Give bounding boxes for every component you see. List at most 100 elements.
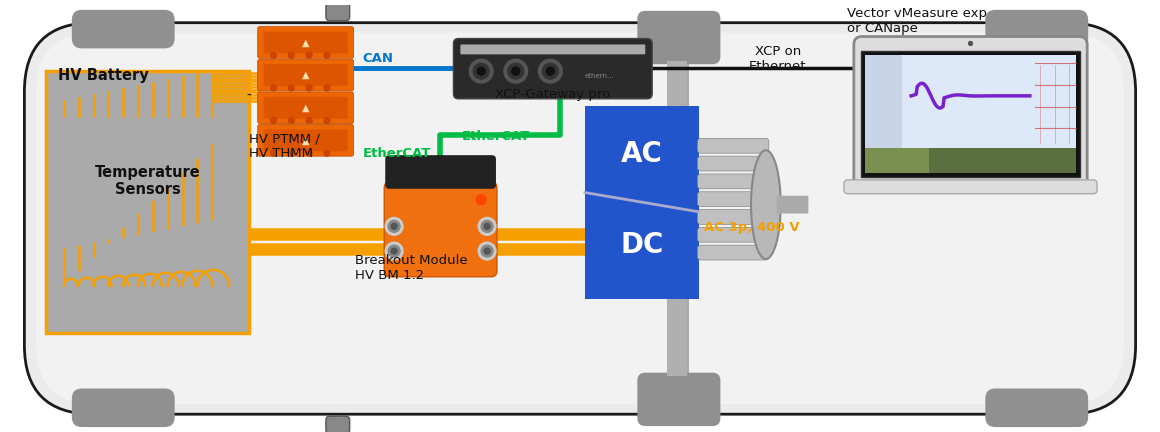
Text: ▲: ▲ — [302, 38, 310, 48]
Text: -: - — [246, 89, 251, 103]
Circle shape — [270, 85, 276, 91]
FancyBboxPatch shape — [864, 55, 902, 173]
Text: AC 3p, 400 V: AC 3p, 400 V — [704, 221, 799, 234]
Circle shape — [306, 52, 312, 58]
Circle shape — [270, 150, 276, 156]
FancyBboxPatch shape — [697, 138, 769, 153]
FancyBboxPatch shape — [263, 64, 348, 86]
Circle shape — [391, 248, 397, 254]
Circle shape — [477, 195, 486, 205]
FancyBboxPatch shape — [72, 10, 175, 48]
Circle shape — [270, 52, 276, 58]
Text: HV Battery: HV Battery — [58, 68, 148, 83]
Circle shape — [477, 67, 485, 75]
Text: DC: DC — [621, 231, 664, 258]
Circle shape — [289, 150, 295, 156]
Text: CAN: CAN — [362, 52, 393, 65]
Circle shape — [289, 118, 295, 124]
Ellipse shape — [751, 150, 781, 259]
FancyBboxPatch shape — [326, 416, 349, 432]
FancyBboxPatch shape — [263, 130, 348, 151]
Text: ▲: ▲ — [302, 70, 310, 80]
FancyBboxPatch shape — [854, 37, 1087, 186]
Text: EtherCAT: EtherCAT — [462, 130, 530, 143]
Circle shape — [546, 67, 554, 75]
Circle shape — [389, 245, 400, 257]
FancyBboxPatch shape — [667, 61, 687, 376]
Circle shape — [385, 217, 403, 235]
FancyBboxPatch shape — [985, 388, 1088, 427]
Circle shape — [538, 59, 563, 83]
FancyBboxPatch shape — [697, 245, 769, 260]
Circle shape — [389, 220, 400, 232]
FancyBboxPatch shape — [670, 32, 689, 404]
FancyBboxPatch shape — [864, 148, 1076, 173]
Circle shape — [324, 118, 329, 124]
FancyBboxPatch shape — [384, 182, 496, 277]
FancyBboxPatch shape — [864, 148, 929, 173]
Circle shape — [306, 118, 312, 124]
FancyBboxPatch shape — [861, 51, 1080, 177]
FancyBboxPatch shape — [46, 71, 248, 333]
Circle shape — [306, 150, 312, 156]
FancyBboxPatch shape — [777, 196, 809, 213]
Circle shape — [289, 52, 295, 58]
FancyBboxPatch shape — [385, 155, 496, 189]
Text: XCP-Gateway pro: XCP-Gateway pro — [495, 88, 610, 101]
Circle shape — [473, 63, 490, 79]
FancyBboxPatch shape — [697, 156, 769, 171]
Circle shape — [543, 63, 558, 79]
FancyBboxPatch shape — [864, 55, 1076, 173]
Circle shape — [324, 150, 329, 156]
FancyBboxPatch shape — [697, 174, 769, 189]
FancyBboxPatch shape — [697, 210, 769, 224]
Text: AC: AC — [621, 140, 662, 168]
Text: EtherCAT: EtherCAT — [362, 147, 430, 160]
Circle shape — [512, 67, 520, 75]
Circle shape — [270, 118, 276, 124]
Circle shape — [306, 85, 312, 91]
Circle shape — [481, 245, 493, 257]
Text: ▲: ▲ — [302, 135, 310, 145]
FancyBboxPatch shape — [844, 180, 1097, 194]
Circle shape — [484, 223, 490, 229]
Circle shape — [470, 59, 493, 83]
FancyBboxPatch shape — [461, 44, 645, 54]
Circle shape — [289, 85, 295, 91]
Text: ▲: ▲ — [302, 103, 310, 113]
Circle shape — [385, 242, 403, 260]
FancyBboxPatch shape — [36, 32, 1124, 404]
Circle shape — [391, 223, 397, 229]
Circle shape — [478, 217, 496, 235]
FancyBboxPatch shape — [263, 97, 348, 119]
FancyBboxPatch shape — [326, 3, 349, 21]
FancyBboxPatch shape — [985, 10, 1088, 48]
FancyBboxPatch shape — [637, 373, 720, 426]
FancyBboxPatch shape — [697, 227, 769, 242]
Circle shape — [503, 59, 528, 83]
Text: DC 400 V: DC 400 V — [280, 243, 347, 256]
FancyBboxPatch shape — [263, 32, 348, 53]
Circle shape — [478, 242, 496, 260]
Circle shape — [484, 248, 490, 254]
Circle shape — [969, 41, 972, 45]
Circle shape — [481, 220, 493, 232]
Text: HV PTMM /
HV THMM: HV PTMM / HV THMM — [248, 132, 320, 160]
Text: Breakout Module
HV BM 1.2: Breakout Module HV BM 1.2 — [355, 254, 467, 282]
Circle shape — [508, 63, 523, 79]
Text: Temperature
Sensors: Temperature Sensors — [95, 165, 201, 197]
FancyBboxPatch shape — [454, 38, 652, 99]
Text: Vector vMeasure exp
or CANape: Vector vMeasure exp or CANape — [847, 6, 987, 35]
FancyBboxPatch shape — [258, 59, 354, 91]
FancyBboxPatch shape — [72, 388, 175, 427]
FancyBboxPatch shape — [24, 23, 1136, 414]
FancyBboxPatch shape — [637, 11, 720, 64]
Circle shape — [324, 85, 329, 91]
Text: ethern...: ethern... — [585, 73, 615, 79]
FancyBboxPatch shape — [258, 124, 354, 156]
FancyBboxPatch shape — [258, 92, 354, 124]
Circle shape — [324, 52, 329, 58]
FancyBboxPatch shape — [258, 27, 354, 58]
FancyBboxPatch shape — [697, 192, 769, 206]
FancyBboxPatch shape — [585, 106, 698, 299]
